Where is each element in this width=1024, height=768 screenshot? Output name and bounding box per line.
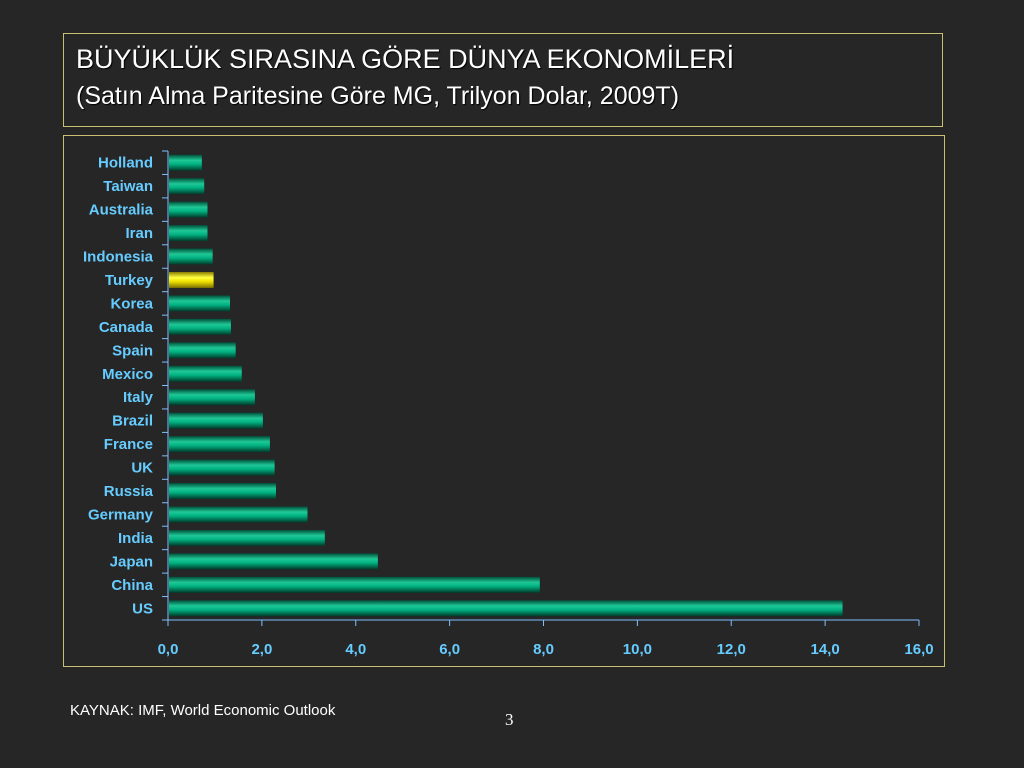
bar [169, 154, 202, 171]
slide-subtitle: (Satın Alma Paritesine Göre MG, Trilyon … [76, 82, 680, 110]
category-label: Brazil [112, 413, 153, 430]
category-label: China [111, 577, 153, 594]
x-tick-label: 4,0 [345, 641, 366, 658]
slide-title: BÜYÜKLÜK SIRASINA GÖRE DÜNYA EKONOMİLERİ [76, 44, 735, 74]
category-label: India [118, 530, 154, 547]
bar [169, 201, 208, 218]
x-tick-label: 12,0 [717, 641, 746, 658]
bar [169, 318, 231, 335]
category-label: Mexico [102, 366, 153, 383]
category-label: Italy [123, 389, 154, 406]
x-tick-label: 2,0 [251, 641, 272, 658]
bar [169, 576, 540, 593]
bar [169, 529, 325, 546]
bar [169, 178, 205, 195]
bar [169, 506, 308, 523]
category-label: Iran [125, 225, 153, 242]
category-label: Turkey [105, 272, 154, 289]
category-label: Taiwan [103, 178, 153, 195]
category-label: Japan [110, 553, 153, 570]
category-label: US [132, 600, 153, 617]
bar [169, 436, 270, 453]
bar [169, 483, 277, 499]
bar [169, 248, 213, 265]
category-label: UK [131, 460, 153, 477]
page-number: 3 [505, 710, 514, 729]
x-tick-label: 14,0 [811, 641, 840, 658]
bar [169, 342, 236, 359]
bar [169, 225, 208, 242]
category-label: Korea [110, 295, 153, 312]
bar [169, 412, 263, 429]
bar [169, 600, 843, 617]
x-tick-label: 10,0 [623, 641, 652, 658]
category-label: France [104, 436, 153, 453]
category-label: Canada [99, 319, 154, 336]
bar [169, 459, 275, 476]
category-label: Indonesia [83, 249, 154, 266]
bar [169, 295, 231, 312]
bar [169, 553, 378, 570]
bar [169, 389, 255, 406]
title-box: BÜYÜKLÜK SIRASINA GÖRE DÜNYA EKONOMİLERİ… [63, 33, 943, 127]
bar-highlight [169, 272, 214, 288]
category-label: Germany [88, 506, 154, 523]
source-note: KAYNAK: IMF, World Economic Outlook [70, 702, 336, 719]
chart-box: 0,0 2,0 4,0 6,0 8,0 10,0 12,0 14,0 16,0 Holland Ta… [63, 135, 945, 667]
category-label: Australia [89, 202, 154, 219]
category-label: Holland [98, 155, 153, 172]
x-tick-label: 6,0 [439, 641, 460, 658]
bar [169, 365, 242, 382]
x-tick-label: 8,0 [533, 641, 554, 658]
x-tick-label: 16,0 [904, 641, 933, 658]
x-tick-label: 0,0 [158, 641, 179, 658]
bar-chart: 0,0 2,0 4,0 6,0 8,0 10,0 12,0 14,0 16,0 Holland Ta… [83, 150, 934, 658]
category-label: Spain [112, 342, 153, 359]
category-label: Russia [104, 483, 154, 500]
